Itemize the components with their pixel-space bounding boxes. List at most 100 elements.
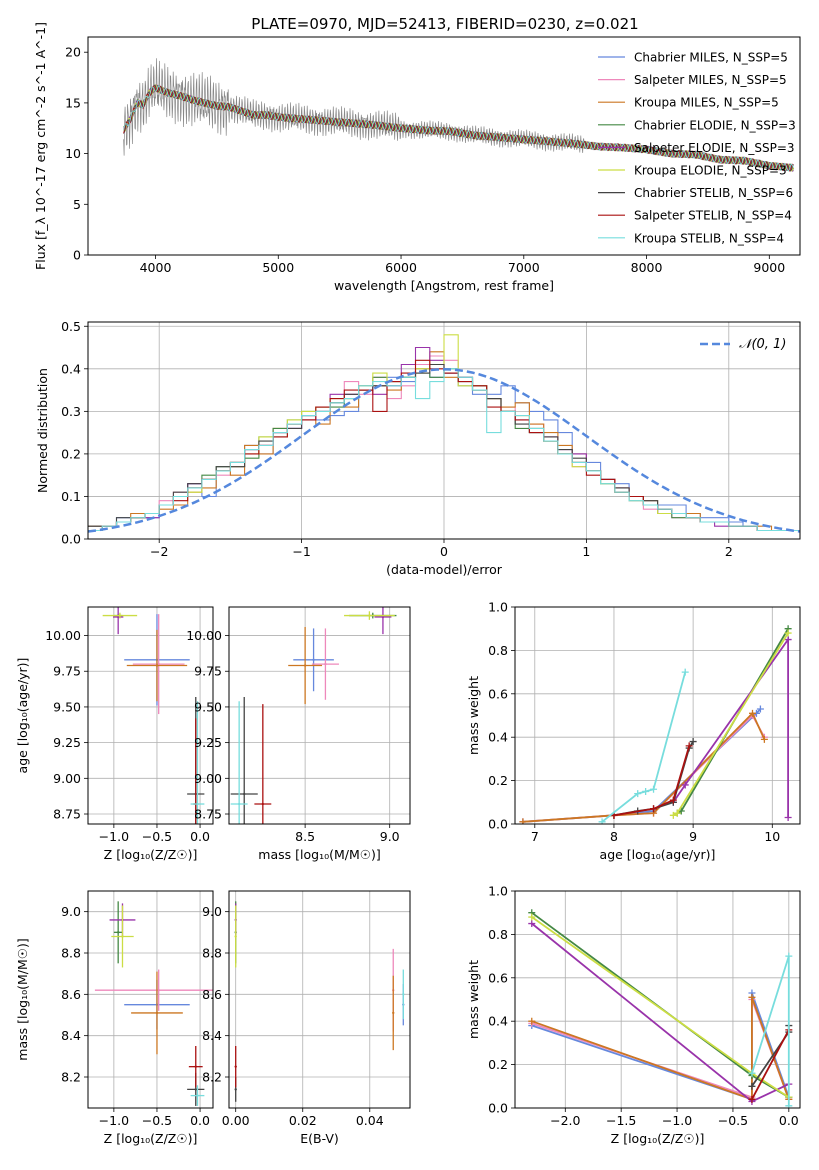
- weight-line: [522, 708, 762, 823]
- plus-marker: [528, 913, 536, 921]
- data-point: [194, 1088, 197, 1091]
- weight-lines: [528, 909, 793, 1108]
- axes-frame: [87, 36, 801, 256]
- age-vs-mass-panel: 8.5 9.0 8.75 9.00 9.25 9.50 9.75 10.00 mass [log…: [186, 606, 411, 862]
- data-point: [196, 1094, 199, 1097]
- x-tick-label: 9000: [753, 260, 785, 275]
- plus-marker: [749, 709, 756, 717]
- error-bars: [234, 901, 405, 1102]
- plus-marker: [528, 1017, 536, 1025]
- data-point: [237, 802, 241, 806]
- weight-lines: [519, 625, 792, 824]
- y-tick-label: 0.8: [488, 643, 508, 658]
- data-point: [234, 1065, 237, 1068]
- data-point: [116, 615, 120, 619]
- y-tick-label: 10.00: [186, 628, 222, 643]
- mass-vs-metallicity-panel: −1.0 −0.5 0.0 8.2 8.4 8.6 8.8 9.0 Z [log₁₀(Z/Z☉)…: [15, 890, 214, 1146]
- plus-marker: [519, 818, 527, 824]
- y-tick-label: 0: [73, 248, 81, 263]
- x-tick-label: 7: [531, 829, 539, 844]
- y-tick-label: 9.50: [53, 699, 81, 714]
- y-tick-label: 8.4: [202, 1028, 222, 1043]
- y-tick-label: 1.0: [488, 884, 508, 899]
- age-vs-metallicity-panel: −1.0 −0.5 0.0 8.75 9.00 9.25 9.50 9.75 10.00 Z [l…: [15, 606, 214, 862]
- plus-marker: [756, 705, 764, 713]
- y-tick-label: 0.2: [488, 1057, 508, 1072]
- y-tick-label: 9.0: [202, 904, 222, 919]
- data-point: [381, 615, 385, 619]
- weight-line: [531, 996, 790, 1101]
- data-point: [324, 662, 327, 666]
- x-tick-label: −0.5: [142, 829, 172, 844]
- x-tick-label: −2: [150, 544, 168, 559]
- legend-label: Kroupa STELIB, N_SSP=4: [634, 231, 784, 245]
- x-tick-label: 0: [440, 544, 448, 559]
- model-spectrum-line: [123, 84, 794, 172]
- plus-marker: [785, 952, 793, 960]
- normal-distribution-curve: [88, 368, 800, 533]
- weight-line: [672, 636, 789, 818]
- x-tick-label: 0.02: [289, 1113, 317, 1128]
- weight-line: [613, 741, 694, 817]
- data-point: [392, 1011, 395, 1015]
- plus-marker: [760, 735, 768, 743]
- data-point: [155, 664, 159, 667]
- plus-marker: [650, 785, 658, 793]
- y-tick-label: 8.6: [61, 987, 81, 1002]
- y-tick-label: 9.75: [53, 664, 81, 679]
- x-tick-label: −1.5: [606, 1113, 636, 1128]
- x-tick-label: 1: [582, 544, 590, 559]
- y-tick-label: 8.2: [61, 1070, 81, 1085]
- x-tick-label: −1.0: [99, 1113, 129, 1128]
- x-axis-label: Z [log₁₀(Z/Z☉)]: [611, 1131, 705, 1146]
- legend-label: Kroupa ELODIE, N_SSP=3: [634, 164, 787, 178]
- y-tick-label: 9.50: [194, 699, 222, 714]
- y-axis-label: mass weight: [466, 676, 481, 755]
- legend-label: Salpeter ELODIE, N_SSP=3: [634, 141, 795, 155]
- x-tick-label: −1.0: [662, 1113, 692, 1128]
- y-tick-label: 0.4: [61, 361, 81, 376]
- data-point: [121, 935, 124, 938]
- y-tick-label: 1.0: [488, 600, 508, 615]
- data-point: [243, 792, 246, 796]
- plus-marker: [685, 742, 693, 750]
- y-tick-label: 9.25: [53, 735, 81, 750]
- data-point: [234, 1088, 237, 1091]
- y-tick-label: 0.5: [61, 319, 81, 334]
- y-tick-label: 0.1: [61, 489, 81, 504]
- weight-line: [672, 632, 789, 817]
- error-bars: [94, 901, 213, 1106]
- plus-marker: [528, 920, 536, 928]
- y-tick-label: 15: [65, 95, 81, 110]
- weight-line: [531, 999, 790, 1100]
- data-point: [261, 802, 265, 806]
- axes-frame: [514, 606, 801, 825]
- x-tick-label: −1.0: [99, 829, 129, 844]
- mass-weight-vs-age-panel: 7 8 9 10 0.0 0.2 0.4 0.6 0.8 1.0 age [log₁₀(age/yr…: [466, 600, 801, 862]
- legend-label: Salpeter STELIB, N_SSP=4: [634, 209, 792, 223]
- x-tick-label: 10: [764, 829, 780, 844]
- x-tick-label: −1: [292, 544, 310, 559]
- x-tick-label: 0.00: [222, 1113, 250, 1128]
- legend: 𝒩(0, 1): [700, 337, 786, 352]
- data-point: [234, 935, 237, 938]
- axes-frame: [87, 321, 801, 540]
- weight-line: [751, 1029, 790, 1100]
- x-tick-label: 9: [689, 829, 697, 844]
- x-axis-label: E(B-V): [300, 1131, 339, 1146]
- x-axis-label: wavelength [Angstrom, rest frame]: [334, 278, 554, 293]
- data-point: [402, 993, 405, 996]
- x-axis-label: age [log₁₀(age/yr)]: [600, 847, 716, 862]
- y-tick-label: 9.00: [53, 771, 81, 786]
- y-tick-label: 5: [73, 197, 81, 212]
- x-tick-label: 8: [610, 829, 618, 844]
- y-tick-label: 8.6: [202, 987, 222, 1002]
- weight-line: [613, 745, 691, 817]
- error-bars: [230, 607, 397, 824]
- plus-marker: [669, 796, 677, 804]
- y-tick-label: 10: [65, 146, 81, 161]
- legend-label: Chabrier STELIB, N_SSP=6: [634, 186, 793, 200]
- histogram-step-line: [88, 368, 800, 532]
- histograms: [88, 334, 800, 533]
